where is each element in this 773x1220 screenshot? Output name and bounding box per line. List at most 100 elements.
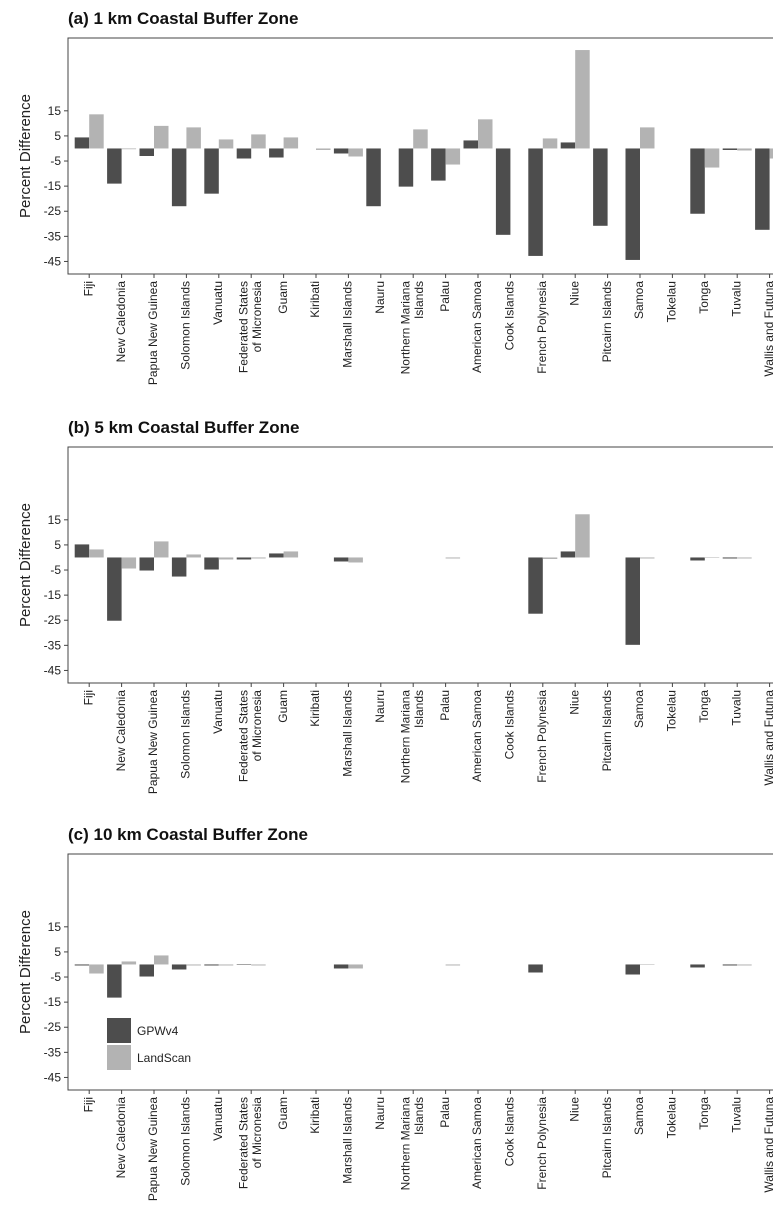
- bar: [171, 557, 187, 577]
- x-tick-label: Vanuatu: [211, 1097, 225, 1141]
- bar: [704, 557, 720, 558]
- y-tick-label: -15: [44, 179, 62, 193]
- bar: [722, 557, 738, 559]
- panel-title: (a) 1 km Coastal Buffer Zone: [68, 9, 299, 28]
- x-tick-label: Nauru: [373, 690, 387, 723]
- bar: [89, 964, 104, 974]
- bar: [445, 148, 461, 165]
- x-tick-label: Tuvalu: [729, 1097, 743, 1133]
- x-tick-label: Wallis and Futuna: [762, 1097, 773, 1193]
- x-tick-label: Samoa: [632, 281, 646, 319]
- x-tick-label: New Caledonia: [114, 1097, 128, 1179]
- x-tick-label: Solomon Islands: [179, 1097, 193, 1186]
- x-tick-label: Kiribati: [308, 1097, 322, 1134]
- x-tick-label: French Polynesia: [535, 281, 549, 374]
- x-tick-label: Solomon Islands: [179, 690, 193, 779]
- x-tick-label: Fiji: [81, 1097, 95, 1112]
- bar: [704, 148, 720, 168]
- x-tick-label: Marshall Islands: [341, 1097, 355, 1184]
- bar: [218, 139, 234, 149]
- plot-frame: [67, 446, 773, 684]
- bar: [218, 557, 234, 560]
- bar: [204, 148, 219, 194]
- x-tick-label: Palau: [438, 690, 452, 721]
- y-tick-label: 15: [48, 104, 62, 118]
- bar: [737, 964, 752, 966]
- bar: [269, 148, 284, 158]
- x-tick-label: Wallis and Futuna: [762, 690, 773, 786]
- bar: [640, 964, 655, 965]
- x-tick-label: Papua New Guinea: [146, 1097, 160, 1201]
- bar: [445, 557, 461, 559]
- bar: [431, 148, 446, 181]
- x-tick-label: Guam: [276, 281, 290, 314]
- x-tick-label: Palau: [438, 281, 452, 312]
- x-tick-label: Marshall Islands: [341, 281, 355, 368]
- x-tick-label: Pitcairn Islands: [600, 690, 614, 771]
- x-tick-label: Papua New Guinea: [146, 281, 160, 385]
- x-tick-label: New Caledonia: [114, 690, 128, 772]
- y-tick-label: -45: [44, 663, 62, 677]
- bar: [236, 148, 252, 159]
- bar: [445, 964, 461, 966]
- bar: [251, 134, 266, 149]
- bar: [542, 557, 558, 559]
- bar: [737, 557, 752, 559]
- legend-swatch: [107, 1045, 131, 1070]
- y-tick-label: -5: [50, 563, 61, 577]
- x-tick-label: Niue: [567, 690, 581, 715]
- bar: [186, 554, 201, 558]
- x-tick-label: Fiji: [81, 690, 95, 705]
- legend-label: GPWv4: [137, 1024, 179, 1038]
- plot-frame: [67, 37, 773, 275]
- bar: [316, 148, 331, 150]
- y-tick-label: 5: [54, 538, 61, 552]
- bar: [269, 553, 284, 558]
- bar: [690, 964, 705, 968]
- bar: [333, 148, 349, 154]
- bar: [690, 148, 705, 214]
- legend-label: LandScan: [137, 1051, 191, 1065]
- y-tick-label: -15: [44, 588, 62, 602]
- bar: [366, 148, 381, 207]
- bar: [154, 955, 169, 965]
- bar: [121, 961, 137, 965]
- x-tick-label: Tokelau: [665, 281, 679, 322]
- x-tick-label: Niue: [567, 281, 581, 306]
- panel-title: (c) 10 km Coastal Buffer Zone: [68, 825, 308, 844]
- y-axis-label: Percent Difference: [17, 910, 34, 1034]
- y-tick-label: -45: [44, 1070, 62, 1084]
- x-tick-label: French Polynesia: [535, 690, 549, 783]
- x-tick-label: Tuvalu: [729, 690, 743, 726]
- bar: [121, 557, 137, 569]
- x-tick-label: American Samoa: [470, 1097, 484, 1189]
- bar: [154, 541, 169, 558]
- x-tick-label: Northern MarianaIslands: [399, 281, 426, 375]
- bar: [236, 964, 252, 965]
- y-tick-label: 5: [54, 945, 61, 959]
- bar: [560, 142, 576, 149]
- bar: [755, 148, 770, 230]
- bar: [560, 551, 576, 558]
- x-tick-label: American Samoa: [470, 690, 484, 782]
- bar: [154, 125, 169, 149]
- x-tick-label: New Caledonia: [114, 281, 128, 363]
- x-tick-label: Vanuatu: [211, 690, 225, 734]
- bar: [348, 148, 363, 157]
- bar: [575, 50, 590, 149]
- bar: [495, 148, 511, 235]
- x-tick-label: Papua New Guinea: [146, 690, 160, 794]
- y-tick-label: -35: [44, 229, 62, 243]
- x-tick-label: Northern MarianaIslands: [399, 1097, 426, 1191]
- bar: [139, 964, 154, 977]
- bar: [398, 148, 414, 187]
- x-tick-label: Marshall Islands: [341, 690, 355, 777]
- bar: [528, 964, 543, 973]
- bar: [204, 557, 219, 570]
- bar: [171, 148, 187, 207]
- bar: [333, 557, 349, 562]
- bar: [89, 549, 104, 558]
- bar: [542, 138, 558, 149]
- bar: [575, 514, 590, 558]
